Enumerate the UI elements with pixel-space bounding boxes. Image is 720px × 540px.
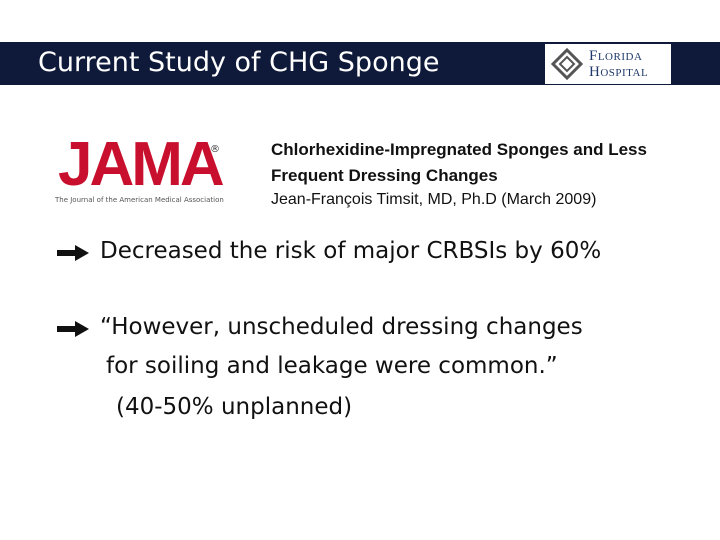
logo-line2: Hospital <box>589 64 649 80</box>
bullet-text: “However, unscheduled dressing changes <box>100 314 583 340</box>
bullet-text: (40-50% unplanned) <box>116 394 353 420</box>
slide-title: Current Study of CHG Sponge <box>38 47 440 78</box>
bullet-text: for soiling and leakage were common.” <box>106 353 558 379</box>
bullet-arrow <box>57 245 89 261</box>
logo-line1: Florida <box>589 48 643 64</box>
article-title: Frequent Dressing Changes <box>271 166 498 185</box>
article-author: Jean-François Timsit, MD, Ph.D (March 20… <box>271 191 597 208</box>
florida-hospital-logo: Florida Hospital <box>545 44 671 84</box>
logo-icon <box>551 48 583 80</box>
jama-tagline: The Journal of the American Medical Asso… <box>55 196 224 204</box>
registered-mark: ® <box>210 144 220 155</box>
bullet-arrow <box>57 321 89 337</box>
bullet-text: Decreased the risk of major CRBSIs by 60… <box>100 238 602 264</box>
article-title: Chlorhexidine-Impregnated Sponges and Le… <box>271 140 647 159</box>
jama-logo: JAMA <box>58 130 225 199</box>
